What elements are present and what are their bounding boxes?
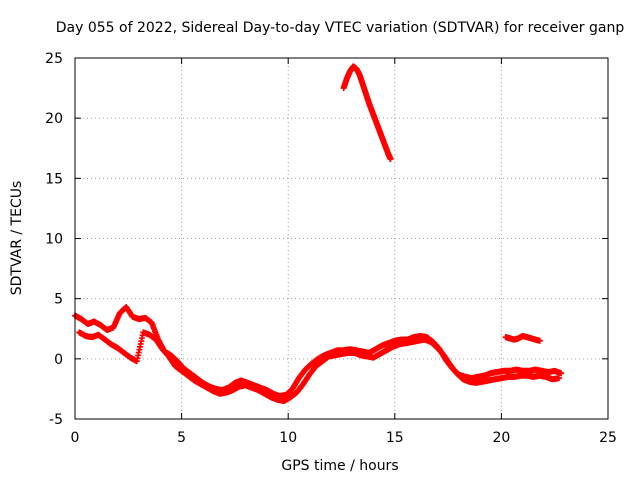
series-main-trace-lower [76, 329, 562, 404]
x-tick-label: 5 [177, 430, 186, 446]
data-point-marker [558, 370, 565, 377]
x-tick-label: 15 [386, 430, 404, 446]
plot-frame [74, 57, 609, 420]
x-tick-label: 20 [492, 430, 510, 446]
y-tick-label: 15 [45, 171, 63, 187]
data-point-marker [555, 375, 562, 382]
series-main-trace-upper [72, 304, 565, 400]
y-axis-label: SDTVAR / TECUs [9, 181, 25, 296]
plot-area [72, 63, 565, 404]
y-tick-label: -5 [49, 412, 63, 428]
x-axis-label: GPS time / hours [281, 458, 398, 474]
data-point-marker [536, 337, 543, 344]
axis-ticks: 0 5 10 15 20 25 -5 0 5 10 15 20 25 [45, 51, 617, 446]
chart-title: Day 055 of 2022, Sidereal Day-to-day VTE… [56, 20, 625, 36]
x-tick-label: 25 [599, 430, 617, 446]
series-short-segment [502, 332, 543, 344]
y-tick-label: 5 [54, 292, 63, 308]
y-tick-label: 10 [45, 232, 63, 248]
y-tick-label: 25 [45, 51, 63, 67]
series-high-arc [340, 63, 394, 163]
x-tick-label: 0 [71, 430, 80, 446]
x-tick-label: 10 [279, 430, 297, 446]
grid-lines [75, 58, 608, 419]
y-tick-label: 0 [54, 352, 63, 368]
data-point-marker [387, 156, 394, 163]
y-tick-label: 20 [45, 111, 63, 127]
